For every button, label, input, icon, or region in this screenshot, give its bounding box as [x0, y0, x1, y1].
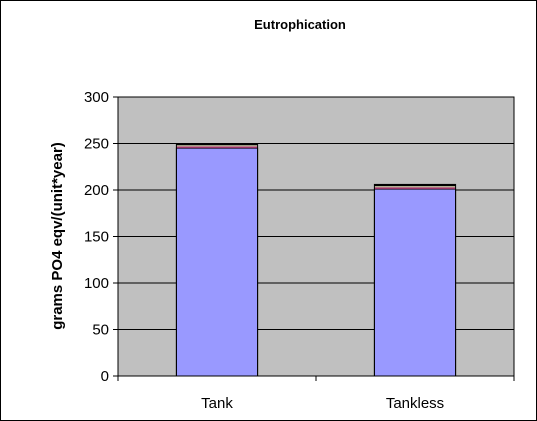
- bar-segment: [373, 188, 457, 377]
- bar-segment: [176, 145, 258, 147]
- x-tick-label: Tankless: [386, 395, 444, 412]
- bar-segment: [374, 184, 456, 187]
- y-axis: 0 50 100 150 200 250 300: [84, 89, 119, 385]
- y-axis-label: grams PO4 eqv/(unit*year): [49, 142, 66, 330]
- chart-title: Eutrophication: [254, 17, 346, 32]
- y-tick-label: 200: [84, 182, 109, 199]
- bar-segment: [175, 147, 259, 377]
- bars: [175, 143, 457, 377]
- x-tick-label: Tank: [201, 395, 233, 412]
- y-tick-label: 300: [84, 89, 109, 106]
- y-tick-label: 50: [92, 322, 109, 339]
- bar-segment: [176, 143, 258, 146]
- y-tick-label: 0: [101, 368, 109, 385]
- bar-segment: [176, 146, 258, 149]
- bar-segment: [374, 187, 456, 190]
- y-tick-label: 250: [84, 136, 109, 153]
- bar-segment: [374, 186, 456, 188]
- x-axis: Tank Tankless: [117, 375, 515, 412]
- y-tick-label: 150: [84, 229, 109, 246]
- y-tick-label: 100: [84, 275, 109, 292]
